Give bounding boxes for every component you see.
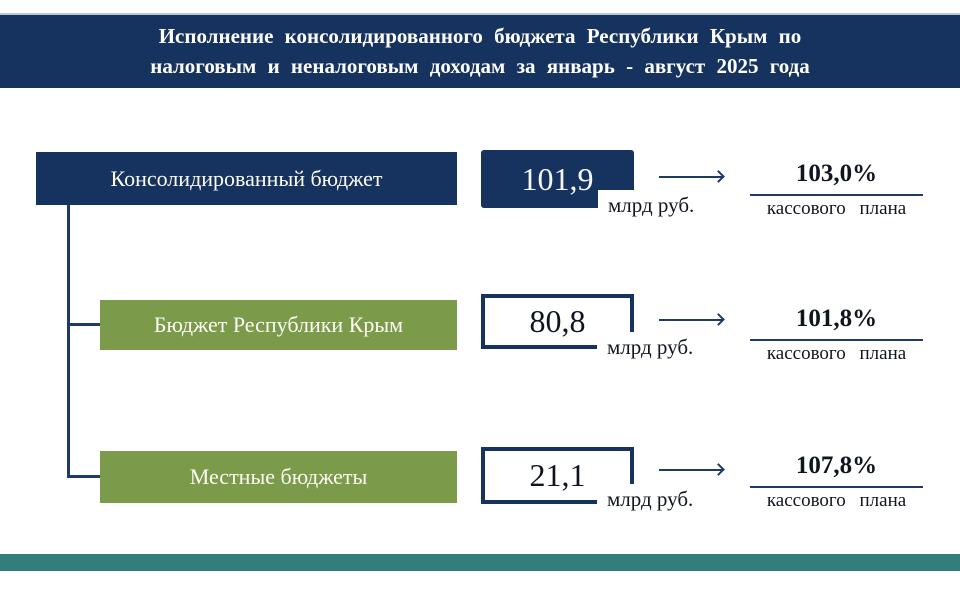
right-arrow-icon: [659, 469, 722, 471]
node-local-budgets-label: Местные бюджеты: [189, 464, 368, 489]
node-local-budgets: Местные бюджеты: [100, 451, 457, 503]
node-republic-budget: Бюджет Республики Крым: [100, 300, 457, 350]
percent-caption-local: кассового плана: [766, 489, 907, 511]
value-republic: 80,8: [529, 303, 586, 339]
percent-underline: [750, 485, 923, 488]
value-consolidated: 101,9: [521, 160, 594, 197]
tree-connector-vertical: [67, 205, 70, 478]
percent-value-consolidated: 103,0%: [795, 160, 878, 187]
footer-accent-bar: [0, 554, 960, 571]
node-consolidated-budget: Консолидированный бюджет: [36, 152, 457, 205]
right-arrow-icon: [659, 319, 722, 321]
percent-underline: [750, 338, 923, 341]
percent-block-local: 107,8% кассового плана: [748, 452, 925, 512]
percent-block-republic: 101,8% кассового плана: [748, 305, 925, 365]
unit-label-consolidated: млрд руб.: [598, 190, 726, 220]
unit-label-republic: млрд руб.: [597, 332, 725, 362]
title-line-1: Исполнение консолидированного бюджета Ре…: [158, 24, 802, 49]
percent-caption-republic: кассового плана: [766, 342, 907, 364]
value-local: 21,1: [529, 457, 586, 493]
right-arrow-icon: [659, 176, 722, 178]
title-banner: Исполнение консолидированного бюджета Ре…: [0, 13, 960, 88]
node-consolidated-budget-label: Консолидированный бюджет: [110, 165, 383, 191]
unit-label-local: млрд руб.: [597, 484, 725, 514]
percent-value-republic: 101,8%: [795, 305, 878, 332]
title-line-2: налоговым и неналоговым доходам за январ…: [150, 53, 810, 78]
percent-underline: [750, 193, 923, 196]
tree-connector-branch-local: [67, 475, 101, 478]
value-box-consolidated: 101,9: [481, 150, 634, 208]
node-republic-budget-label: Бюджет Республики Крым: [153, 312, 404, 337]
percent-block-consolidated: 103,0% кассового плана: [748, 160, 925, 220]
percent-caption-consolidated: кассового плана: [766, 197, 907, 219]
tree-connector-branch-republic: [67, 323, 101, 326]
percent-value-local: 107,8%: [795, 452, 878, 479]
